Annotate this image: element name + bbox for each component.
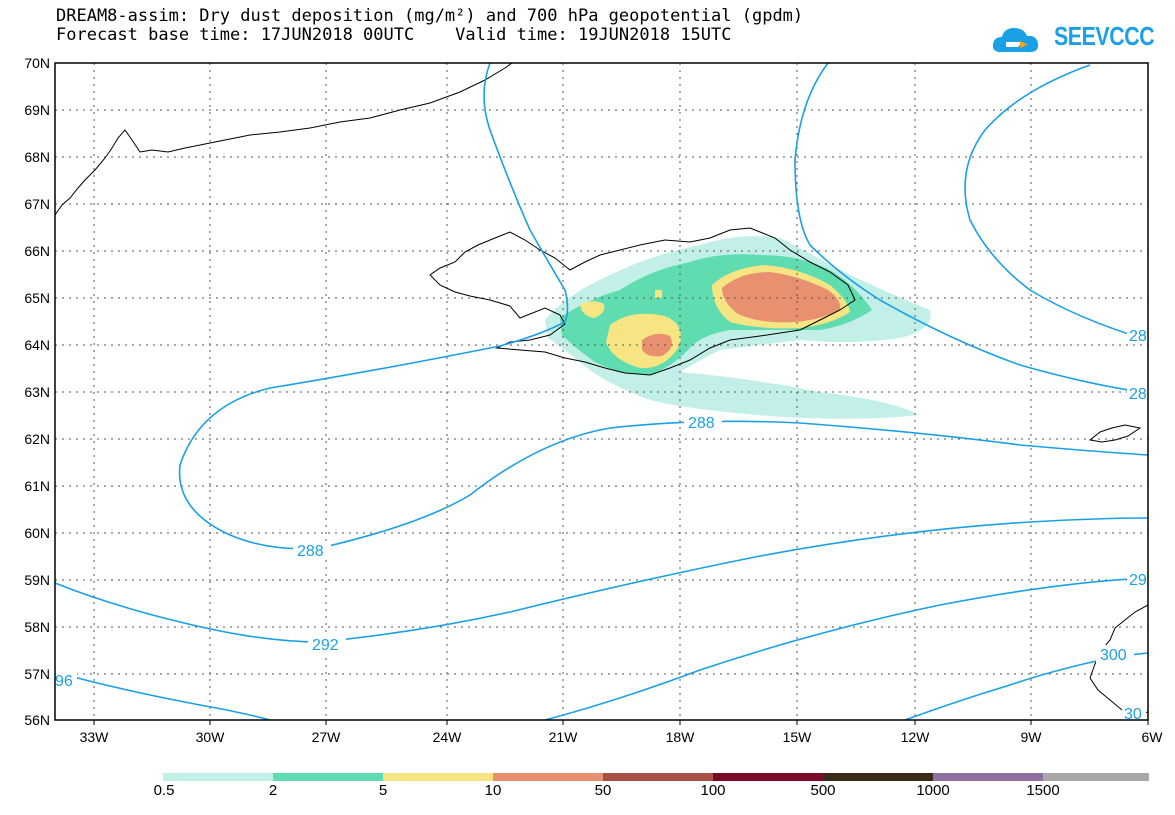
cloud-icon xyxy=(992,28,1039,52)
lon-label: 12W xyxy=(901,729,931,745)
lat-label: 56N xyxy=(24,712,50,728)
lon-label: 18W xyxy=(666,729,696,745)
colorbar-label: 2 xyxy=(268,782,278,799)
colorbar-label: 0.5 xyxy=(153,782,175,799)
lat-label: 64N xyxy=(24,337,50,353)
lat-label: 63N xyxy=(24,384,50,400)
lon-label: 33W xyxy=(80,729,110,745)
colorbar xyxy=(163,773,1149,781)
lat-label: 65N xyxy=(24,290,50,306)
iceland-coast xyxy=(429,227,856,376)
map-frame xyxy=(54,62,1149,721)
colorbar-label: 500 xyxy=(810,782,836,799)
faroe-coast xyxy=(1088,424,1142,443)
lat-label: 57N xyxy=(24,666,50,682)
lat-label: 66N xyxy=(24,243,50,259)
logo-text: SEEVCCC xyxy=(1054,21,1155,51)
lat-label: 59N xyxy=(24,572,50,588)
colorbar-swatch xyxy=(713,773,823,781)
contour-label: 300 xyxy=(1100,647,1127,664)
colorbar-swatch xyxy=(823,773,933,781)
contour-label: 96 xyxy=(55,673,73,690)
greenland-coast xyxy=(54,62,513,216)
colorbar-swatch xyxy=(493,773,603,781)
lat-label: 69N xyxy=(24,102,50,118)
axis-ticks xyxy=(93,720,1149,725)
colorbar-swatch xyxy=(1043,773,1149,781)
lon-label: 27W xyxy=(312,729,342,745)
contour-label: 292 xyxy=(312,637,339,654)
colorbar-swatch xyxy=(163,773,273,781)
colorbar-swatch xyxy=(383,773,493,781)
lon-label: 15W xyxy=(783,729,813,745)
longitude-labels: 33W 30W 27W 24W 21W 18W 15W 12W 9W 6W xyxy=(80,729,1164,745)
lat-label: 61N xyxy=(24,478,50,494)
lat-label: 62N xyxy=(24,431,50,447)
forecast-times: Forecast base time: 17JUN2018 00UTC Vali… xyxy=(56,25,732,45)
geopotential-contours xyxy=(54,62,1149,721)
contour-labels: 288 288 292 96 28 28 29 300 30 xyxy=(55,326,1148,723)
lat-label: 60N xyxy=(24,525,50,541)
lon-label: 30W xyxy=(196,729,226,745)
contour-label: 29 xyxy=(1129,572,1147,589)
dust-shading xyxy=(545,236,931,419)
colorbar-label: 50 xyxy=(594,782,612,799)
lat-label: 67N xyxy=(24,196,50,212)
colorbar-label: 1500 xyxy=(1026,782,1060,799)
lon-label: 21W xyxy=(549,729,579,745)
contour-label: 30 xyxy=(1124,706,1142,723)
map-gridlines xyxy=(55,63,1148,720)
lon-label: 6W xyxy=(1142,729,1164,745)
contour-label: 28 xyxy=(1129,328,1147,345)
colorbar-swatch xyxy=(933,773,1043,781)
lon-label: 24W xyxy=(433,729,463,745)
lon-label: 9W xyxy=(1021,729,1043,745)
latitude-labels: 70N 69N 68N 67N 66N 65N 64N 63N 62N 61N … xyxy=(24,55,50,728)
contour-label: 28 xyxy=(1129,386,1147,403)
contour-label: 288 xyxy=(297,543,324,560)
lat-label: 70N xyxy=(24,55,50,71)
lat-label: 68N xyxy=(24,149,50,165)
lat-label: 58N xyxy=(24,619,50,635)
colorbar-label: 100 xyxy=(700,782,726,799)
colorbar-swatch xyxy=(603,773,713,781)
colorbar-label: 5 xyxy=(378,782,388,799)
chart-title: DREAM8-assim: Dry dust deposition (mg/m²… xyxy=(56,6,804,26)
colorbar-swatch xyxy=(273,773,383,781)
contour-label: 288 xyxy=(688,415,715,432)
colorbar-label: 10 xyxy=(484,782,502,799)
colorbar-label: 1000 xyxy=(916,782,950,799)
coastlines xyxy=(54,62,1149,716)
